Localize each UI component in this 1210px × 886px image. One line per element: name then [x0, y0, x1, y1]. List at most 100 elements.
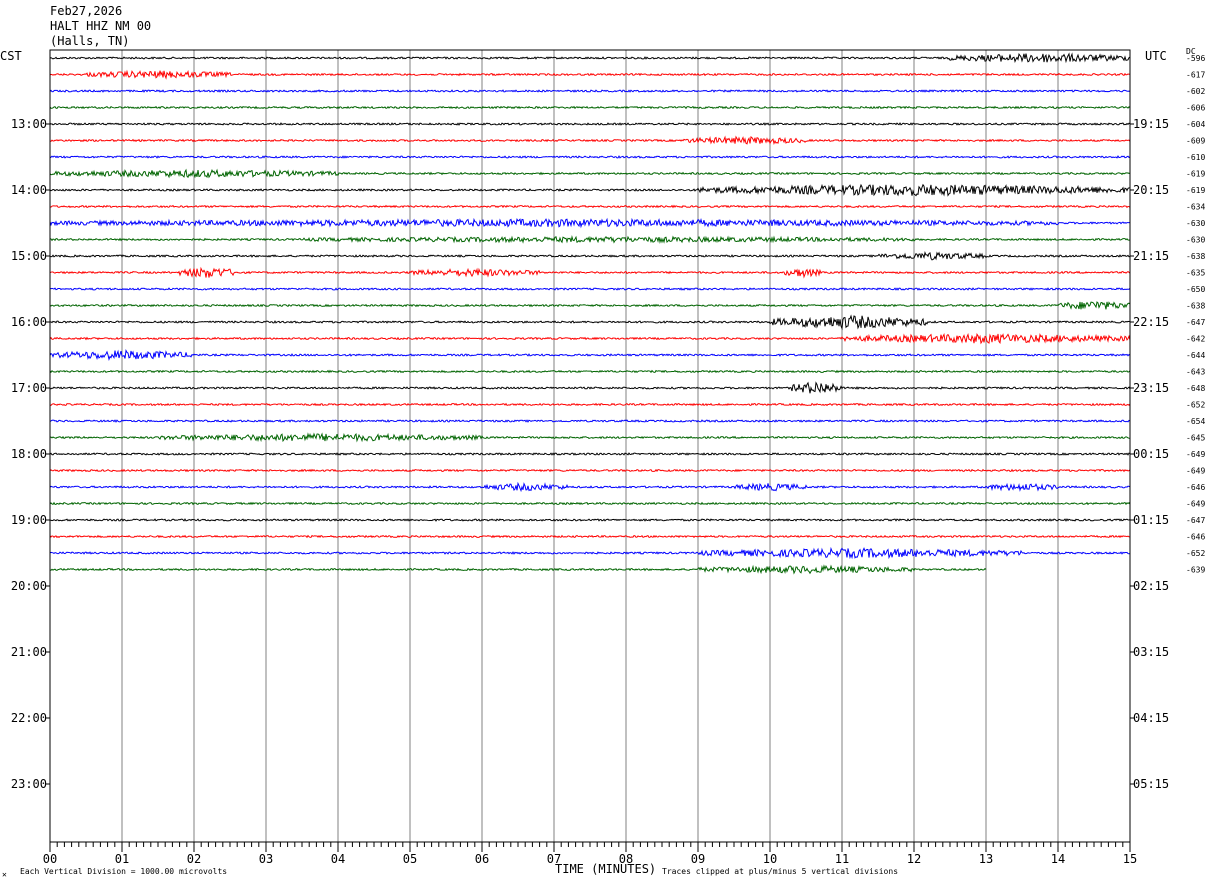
seismic-trace	[49, 204, 1131, 209]
seismic-trace	[49, 235, 1131, 244]
utc-hour-label: 01:15	[1133, 513, 1169, 527]
seismic-trace	[49, 217, 1131, 229]
dc-value-label: -646	[1186, 533, 1205, 542]
cst-hour-label: 17:00	[11, 381, 47, 395]
dc-value-label: -638	[1186, 302, 1205, 311]
x-tick-label: 06	[475, 852, 489, 866]
x-tick-label: 12	[907, 852, 921, 866]
x-tick-label: 13	[979, 852, 993, 866]
seismic-trace	[49, 287, 1131, 291]
seismic-trace	[49, 183, 1131, 197]
seismic-trace	[49, 481, 1131, 493]
cst-hour-label: 14:00	[11, 183, 47, 197]
utc-hour-label: 22:15	[1133, 315, 1169, 329]
dc-value-label: -654	[1186, 417, 1205, 426]
dc-value-label: -643	[1186, 368, 1205, 377]
dc-value-label: -630	[1186, 236, 1205, 245]
seismic-trace	[49, 301, 1131, 310]
dc-value-label: -652	[1186, 549, 1205, 558]
seismic-trace	[49, 564, 987, 575]
clip-note: Traces clipped at plus/minus 5 vertical …	[662, 867, 899, 876]
x-tick-label: 01	[115, 852, 129, 866]
x-tick-label: 15	[1123, 852, 1137, 866]
cst-hour-label: 20:00	[11, 579, 47, 593]
x-tick-label: 00	[43, 852, 57, 866]
plot-frame	[49, 49, 1131, 843]
seismic-trace	[49, 69, 1131, 80]
utc-hour-label: 00:15	[1133, 447, 1169, 461]
dc-value-label: -645	[1186, 434, 1205, 443]
x-tick-label: 09	[691, 852, 705, 866]
cst-hour-label: 16:00	[11, 315, 47, 329]
seismic-trace	[49, 266, 1131, 279]
x-tick-label: 02	[187, 852, 201, 866]
cst-hour-label: 19:00	[11, 513, 47, 527]
dc-value-label: -646	[1186, 483, 1205, 492]
dc-value-label: -649	[1186, 500, 1205, 509]
header-location: (Halls, TN)	[50, 34, 130, 48]
cst-hour-label: 15:00	[11, 249, 47, 263]
utc-hour-label: 21:15	[1133, 249, 1169, 263]
seismic-trace	[49, 452, 1131, 456]
seismic-trace	[49, 468, 1131, 473]
dc-value-label: -630	[1186, 219, 1205, 228]
seismic-trace	[49, 534, 1131, 539]
cst-hour-label: 18:00	[11, 447, 47, 461]
dc-value-label: -606	[1186, 104, 1205, 113]
seismic-traces	[49, 52, 1131, 575]
seismic-trace	[49, 52, 1131, 64]
dc-value-label: -635	[1186, 269, 1205, 278]
seismic-trace	[49, 135, 1131, 146]
utc-hour-label: 04:15	[1133, 711, 1169, 725]
grid-lines	[121, 50, 1059, 842]
axes	[46, 49, 1134, 852]
dc-value-label: -619	[1186, 170, 1205, 179]
seismic-trace	[49, 168, 1131, 179]
dc-value-label: -602	[1186, 87, 1205, 96]
cst-axis-label: CST	[0, 49, 22, 63]
seismic-trace	[49, 432, 1131, 443]
seismic-trace	[49, 369, 1131, 374]
utc-hour-label: 05:15	[1133, 777, 1169, 791]
dc-value-label: -648	[1186, 384, 1205, 393]
dc-value-label: -610	[1186, 153, 1205, 162]
dc-value-label: -652	[1186, 401, 1205, 410]
seismic-trace	[49, 105, 1131, 110]
seismic-trace	[49, 251, 1131, 261]
x-tick-label: 04	[331, 852, 345, 866]
dc-value-label: -604	[1186, 120, 1205, 129]
dc-value-label: -617	[1186, 71, 1205, 80]
x-tick-label: 14	[1051, 852, 1065, 866]
scale-note: Each Vertical Division = 1000.00 microvo…	[20, 867, 228, 876]
corner-mark: ✕	[2, 870, 7, 879]
dc-value-label: -619	[1186, 186, 1205, 195]
dc-value-label: -634	[1186, 203, 1205, 212]
dc-value-label: -609	[1186, 137, 1205, 146]
dc-value-label: -639	[1186, 566, 1205, 575]
dc-value-label: -638	[1186, 252, 1205, 261]
utc-hour-label: 19:15	[1133, 117, 1169, 131]
axis-labels: 00 01 02 03 04 05 06 07 08 09 10 11 12 13 14 15 13:00 14:…	[11, 54, 1206, 866]
seismic-trace	[49, 501, 1131, 506]
cst-hour-label: 22:00	[11, 711, 47, 725]
cst-hour-label: 13:00	[11, 117, 47, 131]
utc-hour-label: 03:15	[1133, 645, 1169, 659]
x-tick-label: 08	[619, 852, 633, 866]
cst-hour-label: 23:00	[11, 777, 47, 791]
seismic-trace	[49, 419, 1131, 423]
cst-hour-label: 21:00	[11, 645, 47, 659]
seismic-trace	[49, 314, 1131, 331]
x-axis-title: TIME (MINUTES)	[555, 862, 657, 876]
dc-value-label: -642	[1186, 335, 1205, 344]
x-tick-label: 03	[259, 852, 273, 866]
seismic-trace	[49, 122, 1131, 126]
seismic-trace	[49, 402, 1131, 407]
seismic-trace	[49, 546, 1131, 560]
header-date: Feb27,2026	[50, 4, 123, 18]
utc-hour-label: 20:15	[1133, 183, 1169, 197]
dc-value-label: -649	[1186, 450, 1205, 459]
utc-axis-label: UTC	[1145, 49, 1167, 63]
x-tick-label: 07	[547, 852, 561, 866]
dc-label: DC	[1186, 47, 1196, 56]
seismic-trace	[49, 332, 1131, 345]
